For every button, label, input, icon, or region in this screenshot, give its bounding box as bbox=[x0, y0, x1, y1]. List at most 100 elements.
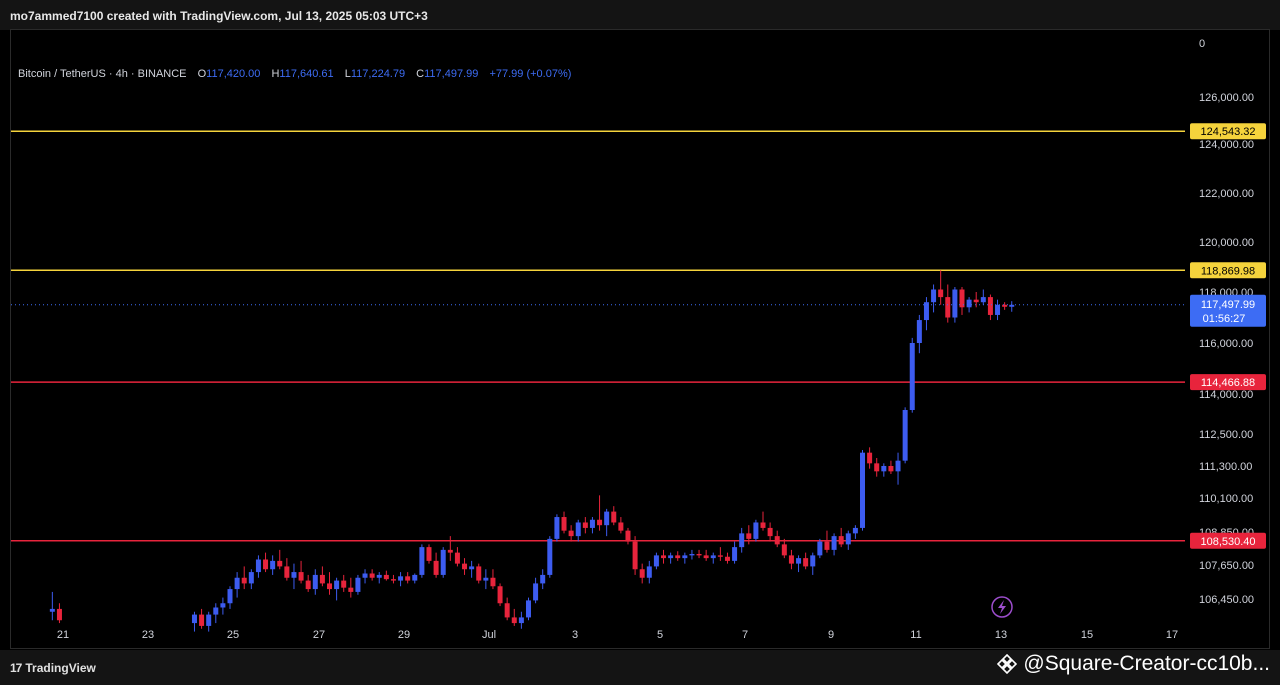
y-tick-label: 111,300.00 bbox=[1199, 461, 1252, 473]
x-tick-label: 9 bbox=[828, 629, 834, 641]
level-label-bg bbox=[1190, 374, 1266, 391]
x-tick-label: 7 bbox=[742, 629, 748, 641]
candle-body bbox=[767, 527, 773, 537]
candle-body bbox=[341, 580, 347, 588]
level-price-label: 124,543.32 bbox=[1200, 126, 1255, 138]
candle-body bbox=[739, 533, 745, 548]
candle-body bbox=[923, 302, 929, 321]
x-tick-label: 23 bbox=[142, 629, 154, 641]
candle-body bbox=[696, 554, 702, 556]
candle-body bbox=[255, 559, 261, 573]
candle-body bbox=[817, 541, 823, 556]
level-price-label: 108,530.40 bbox=[1200, 536, 1255, 548]
bottom-bar: 17 TradingView @Square-Creator-cc10b... bbox=[0, 650, 1280, 685]
candle-body bbox=[433, 560, 439, 575]
symbol-legend: Bitcoin / TetherUS · 4h · BINANCE O117,4… bbox=[18, 68, 571, 80]
candle-body bbox=[462, 563, 468, 570]
lightning-icon[interactable] bbox=[991, 596, 1013, 618]
watermark: @Square-Creator-cc10b... bbox=[997, 652, 1270, 676]
x-tick-label: 17 bbox=[1166, 629, 1178, 641]
candle-body bbox=[895, 460, 901, 472]
candle-body bbox=[746, 533, 752, 539]
candle-body bbox=[781, 544, 787, 556]
tradingview-logo[interactable]: 17 TradingView bbox=[10, 661, 96, 675]
candle-body bbox=[561, 517, 567, 531]
candle-body bbox=[959, 289, 965, 308]
candle-body bbox=[419, 547, 425, 575]
candle-body bbox=[874, 463, 880, 472]
symbol-name[interactable]: Bitcoin / TetherUS · 4h · BINANCE bbox=[18, 68, 187, 80]
candle-body bbox=[618, 522, 624, 531]
candle-body bbox=[476, 566, 482, 581]
candle-body bbox=[632, 541, 638, 570]
candle-body bbox=[753, 522, 759, 539]
candle-body bbox=[717, 555, 723, 557]
y-tick-label: 126,000.00 bbox=[1199, 92, 1254, 104]
price-chart[interactable]: 0 126,000.00 124,000.00 122,000.00 120,000.0… bbox=[0, 0, 1280, 650]
candle-body bbox=[298, 572, 304, 581]
candle-body bbox=[724, 556, 730, 561]
candle-body bbox=[604, 511, 610, 526]
bar-countdown-label: 01:56:27 bbox=[1203, 313, 1246, 325]
candle-body bbox=[732, 547, 738, 561]
candle-body bbox=[440, 549, 446, 575]
level-label-bg bbox=[1190, 262, 1266, 279]
candle-body bbox=[568, 530, 574, 537]
candle-body bbox=[241, 577, 247, 584]
candle-body bbox=[206, 614, 212, 626]
y-tick-label: 112,500.00 bbox=[1199, 429, 1253, 441]
candle-body bbox=[589, 519, 595, 528]
candle-body bbox=[483, 577, 489, 581]
candle-body bbox=[376, 574, 382, 578]
top-bar: mo7ammed7100 created with TradingView.co… bbox=[0, 0, 1280, 30]
candle-body bbox=[263, 559, 269, 570]
candle-body bbox=[312, 574, 318, 590]
candle-body bbox=[213, 607, 219, 615]
low-value: 117,224.79 bbox=[350, 68, 406, 80]
y-tick-label: 122,000.00 bbox=[1199, 188, 1254, 200]
x-tick-label: 21 bbox=[57, 629, 69, 641]
candle-body bbox=[611, 511, 617, 523]
candle-body bbox=[533, 583, 539, 601]
tradingview-brand: TradingView bbox=[25, 661, 96, 675]
candle-body bbox=[980, 297, 986, 303]
candle-body bbox=[710, 555, 716, 559]
candle-body bbox=[348, 587, 354, 592]
x-tick-label: Jul bbox=[482, 629, 496, 641]
candle-body bbox=[909, 343, 915, 410]
level-price-label: 118,869.98 bbox=[1201, 265, 1255, 277]
candle-body bbox=[56, 608, 62, 621]
x-tick-label: 29 bbox=[398, 629, 410, 641]
change-value: +77.99 (+0.07%) bbox=[489, 68, 572, 80]
chart-panel[interactable] bbox=[10, 29, 1270, 649]
candle-body bbox=[504, 603, 510, 618]
creator-text: mo7ammed7100 created with TradingView.co… bbox=[10, 9, 428, 23]
candle-body bbox=[227, 589, 233, 604]
candle-body bbox=[661, 555, 667, 559]
candle-body bbox=[760, 522, 766, 528]
candle-body bbox=[867, 452, 873, 464]
watermark-text: @Square-Creator-cc10b... bbox=[1023, 652, 1270, 675]
candle-body bbox=[518, 617, 524, 624]
y-tick-label: 124,000.00 bbox=[1199, 139, 1254, 151]
candle-body bbox=[547, 538, 553, 575]
candle-body bbox=[284, 566, 290, 578]
candle-body bbox=[966, 299, 972, 308]
candle-body bbox=[810, 555, 816, 567]
candle-body bbox=[277, 560, 283, 567]
candle-body bbox=[987, 297, 993, 315]
candle-body bbox=[838, 536, 844, 545]
candle-body bbox=[860, 452, 865, 528]
high-label: H bbox=[271, 68, 280, 80]
x-tick-label: 11 bbox=[910, 629, 921, 641]
candle-body bbox=[945, 297, 951, 318]
level-price-label: 114,466.88 bbox=[1201, 377, 1255, 389]
x-tick-label: 15 bbox=[1081, 629, 1093, 641]
candle-body bbox=[469, 566, 475, 570]
binance-diamond-icon bbox=[997, 654, 1018, 674]
close-label: C bbox=[416, 68, 425, 80]
candle-body bbox=[369, 573, 375, 578]
x-tick-label: 27 bbox=[313, 629, 325, 641]
candle-body bbox=[220, 603, 226, 608]
candle-body bbox=[653, 555, 659, 567]
